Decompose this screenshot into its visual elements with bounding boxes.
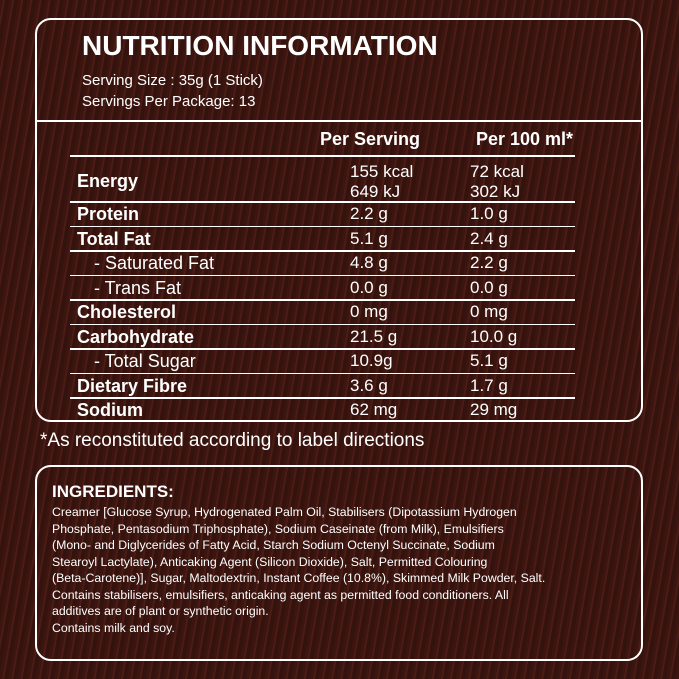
per-serving-value: 2.2 g <box>350 204 388 223</box>
row-divider <box>70 372 575 374</box>
ingredients-box <box>35 465 643 661</box>
ingredients-heading: INGREDIENTS: <box>52 482 174 501</box>
column-header: Per Serving <box>320 129 421 149</box>
column-header: Per 100 ml* <box>476 129 574 149</box>
ingredients-line: Phosphate, Pentasodium Triphosphate), So… <box>52 521 504 536</box>
per-100ml-value: 1.7 g <box>470 375 508 395</box>
per-serving-value: 0 mg <box>350 302 388 321</box>
divider <box>36 120 642 122</box>
row-divider <box>70 274 575 276</box>
per-100ml-value: 2.4 g <box>470 228 508 248</box>
per-serving-value: 4.8 g <box>350 253 388 272</box>
row-label: - Saturated Fat <box>94 253 215 274</box>
per-100ml-value: 29 mg <box>470 400 518 419</box>
per-100ml-value: 5.1 g <box>470 351 508 370</box>
row-label: Sodium <box>77 400 143 421</box>
per-100ml-value: 0.0 g <box>470 277 508 297</box>
per-serving-value: 10.9g <box>350 351 393 370</box>
nutrition-box <box>35 18 643 422</box>
ingredients-line: (Mono- and Diglycerides of Fatty Acid, S… <box>52 538 495 552</box>
ingredients-line: additives are of plant or synthetic orig… <box>52 604 269 618</box>
row-divider <box>70 397 575 399</box>
per-serving-value: 3.6 g <box>350 375 388 395</box>
row-divider <box>70 323 575 325</box>
servings-per-package: Servings Per Package: 13 <box>82 93 256 110</box>
ingredients-line: Stearoyl Lactylate), Anticaking Agent (S… <box>52 554 488 569</box>
per-serving-value: 5.1 g <box>350 228 388 248</box>
row-divider <box>70 299 575 301</box>
per-serving-value: 21.5 g <box>350 326 398 346</box>
row-label: Energy <box>77 171 139 191</box>
row-label: Protein <box>77 204 140 225</box>
per-100ml-value: 10.0 g <box>470 326 518 346</box>
divider <box>70 155 575 157</box>
per-100ml-value: 2.2 g <box>470 253 508 272</box>
per-serving-value: 649 kJ <box>350 182 401 201</box>
row-divider <box>70 225 575 227</box>
per-100ml-value: 302 kJ <box>470 182 521 201</box>
ingredients-line: Contains stabilisers, emulsifiers, antic… <box>52 587 509 602</box>
row-label: Cholesterol <box>77 302 177 323</box>
ingredients-line: Creamer [Glucose Syrup, Hydrogenated Pal… <box>52 505 517 519</box>
row-label: Dietary Fibre <box>77 375 188 396</box>
ingredients-line: (Beta-Carotene)], Sugar, Maltodextrin, I… <box>52 571 546 585</box>
per-serving-value: 155 kcal <box>350 162 414 181</box>
row-divider <box>70 348 575 350</box>
row-label: - Trans Fat <box>94 277 182 298</box>
per-100ml-value: 1.0 g <box>470 204 508 223</box>
row-divider <box>70 201 575 203</box>
footnote: *As reconstituted according to label dir… <box>40 430 425 451</box>
per-serving-value: 0.0 g <box>350 277 388 297</box>
row-divider <box>70 250 575 252</box>
row-label: Carbohydrate <box>77 326 195 347</box>
row-label: - Total Sugar <box>94 351 196 372</box>
serving-size: Serving Size : 35g (1 Stick) <box>82 72 263 89</box>
per-serving-value: 62 mg <box>350 400 398 419</box>
title: NUTRITION INFORMATION <box>82 30 438 61</box>
row-label: Total Fat <box>77 228 151 249</box>
ingredients-line: Contains milk and soy. <box>52 620 175 635</box>
per-100ml-value: 72 kcal <box>470 162 524 181</box>
per-100ml-value: 0 mg <box>470 302 508 321</box>
